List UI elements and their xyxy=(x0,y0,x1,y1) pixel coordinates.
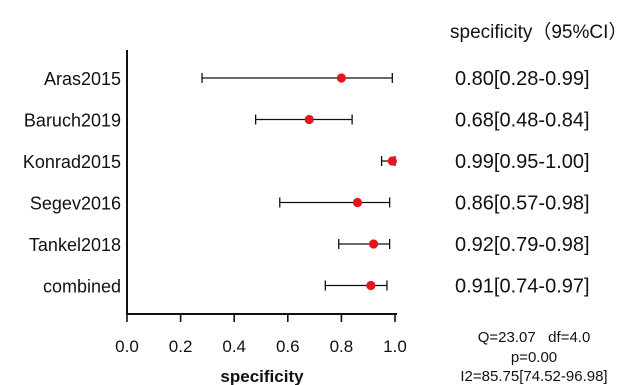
x-tick-label: 0.4 xyxy=(222,337,246,356)
study-name: Segev2016 xyxy=(30,194,121,214)
x-tick-label: 0.6 xyxy=(276,337,300,356)
point-estimate xyxy=(352,197,363,208)
study-row: Aras2015 0.80[0.28-0.99] xyxy=(44,68,590,90)
ci-value-label: 0.99[0.95-1.00] xyxy=(455,151,590,173)
heterogeneity-i2: I2=85.75[74.52-96.98] xyxy=(460,368,607,385)
x-tick-label: 0.8 xyxy=(330,337,354,356)
study-row: Baruch2019 0.68[0.48-0.84] xyxy=(24,110,590,132)
study-name: Baruch2019 xyxy=(24,111,121,131)
study-rows: Aras2015 0.80[0.28-0.99] Baruch2019 0.68[0.… xyxy=(23,68,590,298)
point-estimate xyxy=(304,114,314,125)
ci-value-label: 0.68[0.48-0.84] xyxy=(455,110,590,132)
x-tick-label: 0.2 xyxy=(169,337,193,356)
point-estimate xyxy=(336,73,346,83)
x-tick-label: 0.0 xyxy=(115,337,139,356)
ci-value-label: 0.86[0.57-0.98] xyxy=(455,193,590,215)
ci-value-label: 0.91[0.74-0.97] xyxy=(455,276,590,298)
point-estimate xyxy=(387,156,397,166)
study-name: combined xyxy=(43,277,121,297)
study-row: Konrad2015 0.99[0.95-1.00] xyxy=(23,151,590,173)
ci-value-label: 0.92[0.79-0.98] xyxy=(455,234,590,256)
point-estimate xyxy=(368,239,379,249)
ci-value-label: 0.80[0.28-0.99] xyxy=(455,68,590,90)
study-name: Aras2015 xyxy=(44,69,121,89)
study-row: Tankel2018 0.92[0.79-0.98] xyxy=(29,234,590,256)
x-tick-label: 1.0 xyxy=(383,337,407,356)
x-axis-label: specificity xyxy=(220,367,304,385)
study-name: Tankel2018 xyxy=(29,235,121,255)
study-row: Segev2016 0.86[0.57-0.98] xyxy=(30,193,590,215)
heterogeneity-p: p=0.00 xyxy=(511,349,557,366)
x-axis-ticks: 0.0 0.2 0.4 0.6 0.8 1.0 xyxy=(115,314,407,356)
ci-column-header: specificity（95%CI） xyxy=(450,21,627,43)
study-row: combined 0.91[0.74-0.97] xyxy=(43,276,590,298)
study-name: Konrad2015 xyxy=(23,152,121,172)
heterogeneity-q-df: Q=23.07 df=4.0 xyxy=(478,329,591,346)
point-estimate xyxy=(366,280,376,291)
